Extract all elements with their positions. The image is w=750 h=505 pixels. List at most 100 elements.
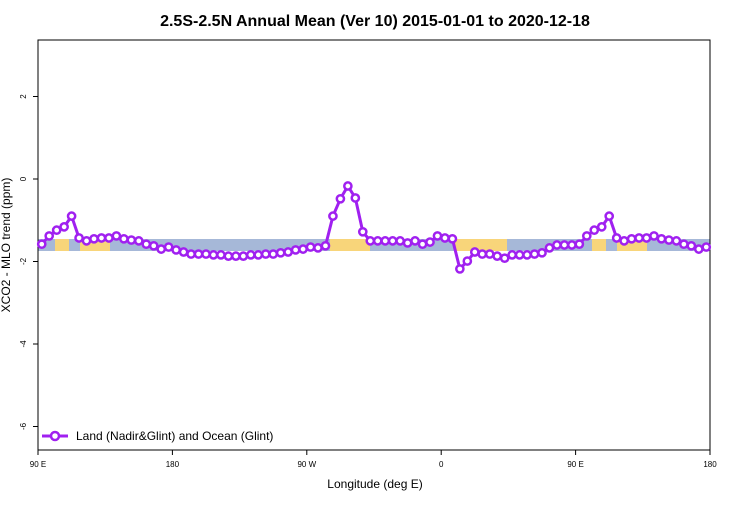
x-tick-label: 180 xyxy=(166,460,180,469)
y-axis-label: XCO2 - MLO trend (ppm) xyxy=(0,178,13,313)
land-band xyxy=(455,239,507,251)
data-point xyxy=(462,256,473,266)
data-point xyxy=(126,235,137,245)
data-point xyxy=(186,249,196,259)
data-point xyxy=(537,247,547,258)
data-point xyxy=(611,233,622,243)
data-point xyxy=(148,240,159,251)
data-point xyxy=(395,236,405,246)
y-tick-label: -4 xyxy=(19,340,28,348)
data-point xyxy=(641,233,652,243)
data-point xyxy=(283,247,293,257)
data-point xyxy=(387,236,398,246)
data-point xyxy=(581,231,592,241)
data-point xyxy=(89,233,99,244)
land-band xyxy=(592,239,606,251)
data-point xyxy=(231,251,241,261)
data-point xyxy=(544,243,555,253)
data-point xyxy=(74,233,84,243)
data-point xyxy=(357,226,368,237)
data-point xyxy=(522,250,532,260)
data-point xyxy=(253,250,264,260)
data-point xyxy=(298,244,308,254)
data-point xyxy=(686,240,697,251)
data-point xyxy=(81,236,92,246)
series-line xyxy=(40,184,707,271)
data-point xyxy=(275,247,286,258)
data-point xyxy=(96,233,107,243)
x-tick-label: 90 W xyxy=(297,460,316,469)
data-point xyxy=(693,244,704,254)
data-point xyxy=(372,236,383,246)
data-point xyxy=(514,250,525,260)
data-point xyxy=(649,231,659,241)
legend: Land (Nadir&Glint) and Ocean (Glint) xyxy=(42,429,273,443)
data-point xyxy=(260,249,271,259)
x-tick-label: 0 xyxy=(439,460,444,469)
data-point xyxy=(290,245,301,255)
data-point xyxy=(559,240,570,250)
data-point xyxy=(44,231,55,241)
data-point xyxy=(208,250,219,260)
data-point xyxy=(223,251,234,261)
data-point xyxy=(141,239,152,250)
data-point xyxy=(245,250,256,260)
y-tick-label: 0 xyxy=(19,176,28,181)
data-point xyxy=(417,239,428,250)
data-point xyxy=(36,239,47,250)
data-point xyxy=(104,233,114,243)
data-point xyxy=(171,245,181,255)
data-point xyxy=(268,249,279,259)
data-point xyxy=(238,251,249,261)
data-point xyxy=(626,233,637,244)
data-point xyxy=(193,249,204,259)
y-tick-label: 2 xyxy=(19,94,28,99)
data-point xyxy=(664,235,674,245)
data-point xyxy=(701,242,712,252)
data-point xyxy=(634,233,644,243)
data-point xyxy=(656,233,667,244)
data-point xyxy=(335,193,346,204)
data-point xyxy=(313,243,323,253)
data-point xyxy=(365,236,376,246)
data-point xyxy=(133,236,144,246)
data-point xyxy=(552,240,562,250)
land-band xyxy=(330,239,370,251)
data-point xyxy=(469,247,480,257)
data-point xyxy=(51,225,62,236)
data-point xyxy=(529,249,540,259)
data-point xyxy=(305,242,316,252)
chart-title: 2.5S-2.5N Annual Mean (Ver 10) 2015-01-0… xyxy=(160,13,590,30)
data-point xyxy=(59,222,69,232)
data-point xyxy=(679,239,689,250)
data-point xyxy=(380,236,391,246)
data-point xyxy=(484,249,495,259)
data-point xyxy=(604,211,615,221)
data-point xyxy=(477,249,488,259)
data-point xyxy=(492,251,503,261)
data-point xyxy=(201,249,211,259)
data-point xyxy=(163,242,174,252)
data-point xyxy=(619,236,629,246)
data-point xyxy=(328,211,338,221)
data-point xyxy=(425,237,435,247)
y-tick-label: -2 xyxy=(19,257,28,265)
legend-label: Land (Nadir&Glint) and Ocean (Glint) xyxy=(76,429,273,443)
x-axis-label: Longitude (deg E) xyxy=(327,477,422,491)
data-point xyxy=(596,222,607,232)
data-point xyxy=(111,231,122,241)
x-tick-label: 90 E xyxy=(30,460,46,469)
data-point xyxy=(455,264,465,274)
data-point xyxy=(320,240,331,251)
data-point xyxy=(119,233,129,244)
x-tick-label: 180 xyxy=(703,460,717,469)
data-point xyxy=(216,250,226,260)
data-point xyxy=(432,231,443,241)
data-point xyxy=(410,236,420,246)
data-point xyxy=(589,225,600,236)
data-point xyxy=(156,244,167,254)
data-point xyxy=(440,233,450,243)
data-point xyxy=(567,240,577,250)
data-point xyxy=(402,238,413,248)
x-tick-label: 90 E xyxy=(567,460,583,469)
